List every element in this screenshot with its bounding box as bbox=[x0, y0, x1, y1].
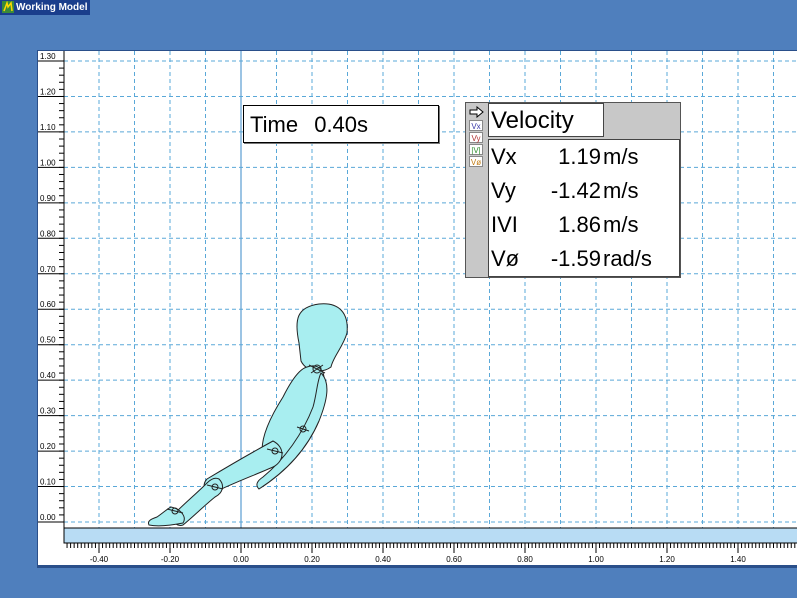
working-model-icon bbox=[2, 1, 14, 13]
readout-value: -1.59 bbox=[550, 246, 601, 271]
window-bottom-edge bbox=[37, 565, 797, 568]
y-tick-label: 0.60 bbox=[40, 300, 56, 309]
figure-arm bbox=[256, 372, 328, 490]
readout-label: Vy bbox=[491, 178, 516, 203]
meter-arrow-icon[interactable] bbox=[469, 106, 484, 118]
x-tick-label: -0.20 bbox=[161, 555, 180, 564]
readout-label: Vø bbox=[491, 246, 520, 271]
y-tick-label: 0.20 bbox=[40, 442, 56, 451]
workspace-canvas[interactable]: 1.30 1.20 1.10 1.00 0.90 0.80 0.70 0.60 0.50 0.40… bbox=[38, 51, 797, 566]
readout-row-vy: Vy -1.42 m/s bbox=[489, 174, 679, 208]
readout-row-vangular: Vø -1.59 rad/s bbox=[489, 242, 679, 276]
app-title: Working Model bbox=[16, 2, 88, 13]
figure-head bbox=[296, 303, 348, 372]
y-tick-label: 0.30 bbox=[40, 407, 56, 416]
velocity-meter[interactable]: Vx Vy |V| Vø Velocity Vx 1.19 m/s Vy -1.… bbox=[465, 102, 681, 278]
meter-readout-panel: Vx 1.19 m/s Vy -1.42 m/s IVI 1.86 m/s Vø… bbox=[488, 139, 680, 277]
y-tick-label: 0.10 bbox=[40, 478, 56, 487]
x-tick-label: 0.20 bbox=[304, 555, 320, 564]
figure-foot bbox=[148, 506, 185, 527]
readout-unit: m/s bbox=[603, 144, 639, 169]
y-tick-label: 1.00 bbox=[40, 158, 56, 167]
x-tick-label: 0.80 bbox=[517, 555, 533, 564]
time-label: Time bbox=[250, 112, 299, 137]
swatch-vangular[interactable]: Vø bbox=[469, 156, 483, 167]
readout-row-vx: Vx 1.19 m/s bbox=[489, 140, 679, 174]
x-tick-label: 0.00 bbox=[233, 555, 249, 564]
x-tick-label: 0.40 bbox=[375, 555, 391, 564]
swatch-vx[interactable]: Vx bbox=[469, 120, 483, 131]
y-tick-label: 1.30 bbox=[40, 52, 56, 61]
time-unit: s bbox=[357, 112, 369, 137]
horizontal-ruler: -0.40 -0.20 0.00 0.20 0.40 0.60 0.80 1.00 1.20 1.… bbox=[64, 542, 797, 566]
readout-value: -1.42 bbox=[550, 178, 601, 203]
y-tick-label: 0.80 bbox=[40, 229, 56, 238]
swatch-vy[interactable]: Vy bbox=[469, 132, 483, 143]
x-tick-label: 1.40 bbox=[730, 555, 746, 564]
time-display[interactable]: Time 0.40s bbox=[243, 105, 439, 143]
vertical-ruler: 1.30 1.20 1.10 1.00 0.90 0.80 0.70 0.60 0.50 0.40… bbox=[38, 51, 65, 543]
readout-value: 1.19 bbox=[558, 144, 601, 169]
y-tick-label: 1.20 bbox=[40, 87, 56, 96]
readout-label: Vx bbox=[491, 144, 517, 169]
app-titlebar: Working Model bbox=[0, 0, 90, 15]
joint-markers bbox=[166, 364, 326, 515]
time-value: 0.40 bbox=[314, 112, 358, 137]
x-tick-label: 1.20 bbox=[659, 555, 675, 564]
meter-title: Velocity bbox=[488, 103, 604, 137]
readout-row-magnitude: IVI 1.86 m/s bbox=[489, 208, 679, 242]
y-tick-label: 0.50 bbox=[40, 336, 56, 345]
y-tick-label: 0.00 bbox=[40, 513, 56, 522]
ground-body[interactable] bbox=[63, 527, 797, 544]
grid bbox=[64, 51, 797, 528]
workspace-window[interactable]: 1.30 1.20 1.10 1.00 0.90 0.80 0.70 0.60 0.50 0.40… bbox=[37, 50, 797, 566]
swatch-magnitude[interactable]: |V| bbox=[469, 144, 483, 155]
human-figure[interactable] bbox=[148, 303, 348, 527]
readout-unit: rad/s bbox=[603, 246, 652, 271]
readout-label: IVI bbox=[491, 212, 518, 237]
y-tick-label: 1.10 bbox=[40, 123, 56, 132]
readout-unit: m/s bbox=[603, 178, 639, 203]
y-tick-label: 0.40 bbox=[40, 371, 56, 380]
readout-unit: m/s bbox=[603, 212, 639, 237]
y-tick-label: 0.70 bbox=[40, 265, 56, 274]
y-tick-label: 0.90 bbox=[40, 194, 56, 203]
readout-value: 1.86 bbox=[558, 212, 601, 237]
x-tick-label: 1.00 bbox=[588, 555, 604, 564]
x-tick-label: -0.40 bbox=[90, 555, 109, 564]
x-tick-label: 0.60 bbox=[446, 555, 462, 564]
